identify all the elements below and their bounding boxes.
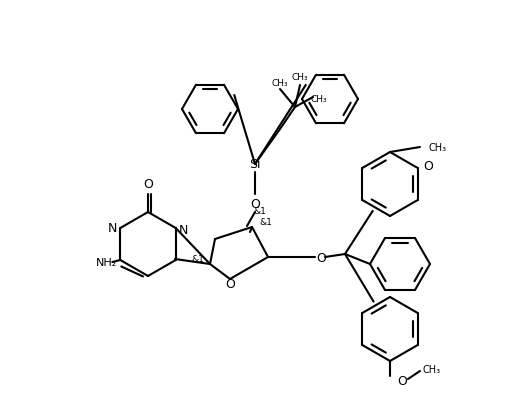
Text: O: O xyxy=(316,251,326,264)
Text: O: O xyxy=(250,198,260,211)
Text: O: O xyxy=(143,178,153,191)
Text: &1: &1 xyxy=(192,255,204,264)
Text: CH₃: CH₃ xyxy=(429,143,447,153)
Text: O: O xyxy=(397,375,407,388)
Text: NH₂: NH₂ xyxy=(96,257,117,267)
Text: CH₃: CH₃ xyxy=(311,95,328,104)
Text: N: N xyxy=(179,224,189,237)
Text: O: O xyxy=(423,160,433,173)
Text: CH₃: CH₃ xyxy=(423,364,441,374)
Text: Si: Si xyxy=(249,158,261,171)
Text: &1: &1 xyxy=(260,218,272,227)
Text: O: O xyxy=(225,278,235,291)
Text: CH₃: CH₃ xyxy=(272,79,288,88)
Text: N: N xyxy=(107,222,117,235)
Text: CH₃: CH₃ xyxy=(292,73,308,82)
Text: &1: &1 xyxy=(254,207,267,216)
